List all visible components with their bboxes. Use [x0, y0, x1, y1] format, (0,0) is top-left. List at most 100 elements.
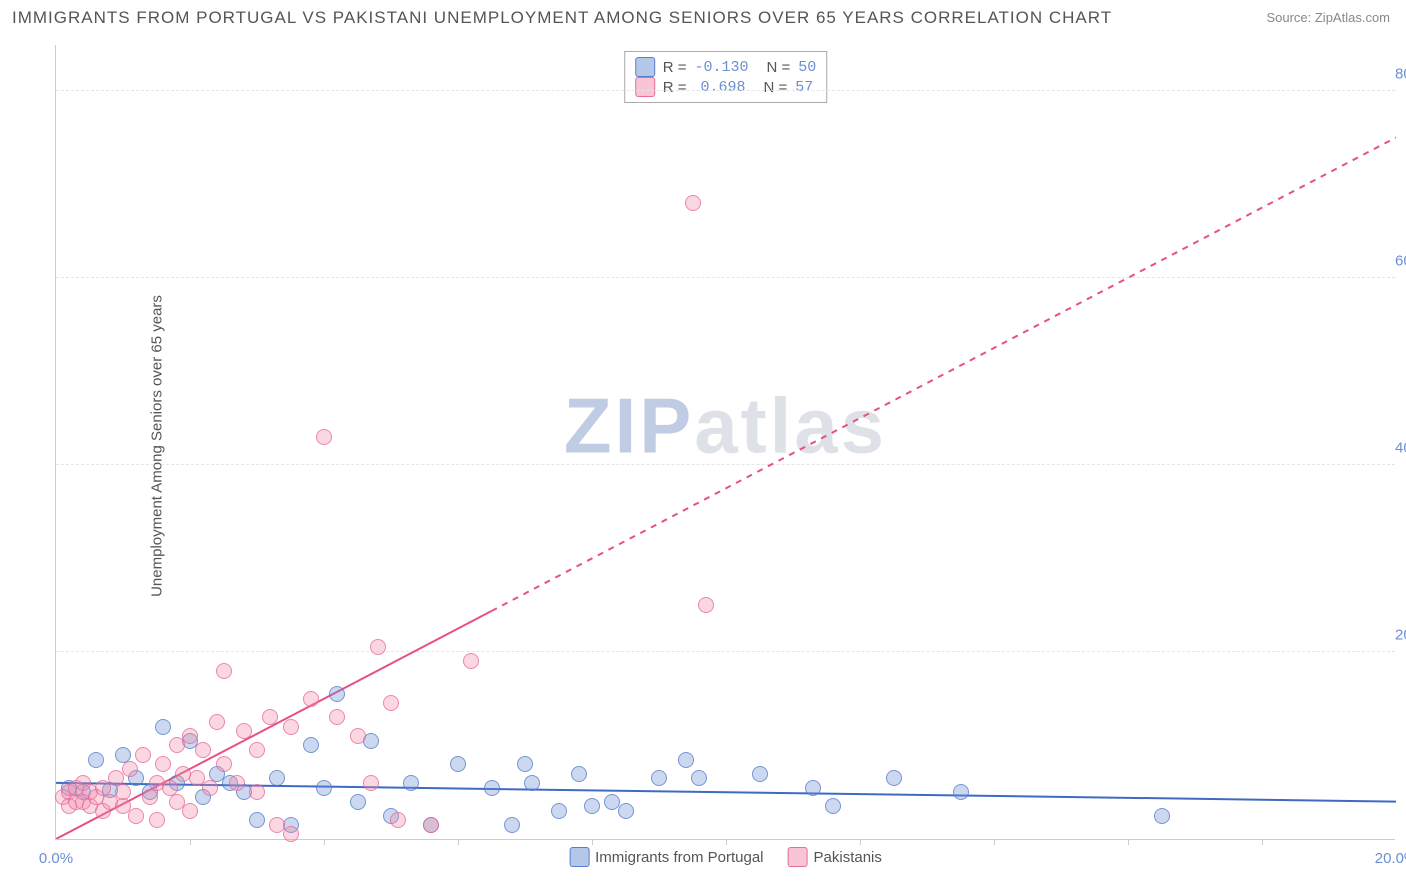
data-point-portugal — [584, 798, 600, 814]
data-point-pakistanis — [216, 663, 232, 679]
swatch-pink — [635, 77, 655, 97]
data-point-portugal — [484, 780, 500, 796]
xtick — [726, 839, 727, 845]
series-legend: Immigrants from Portugal Pakistanis — [569, 847, 882, 867]
data-point-portugal — [1154, 808, 1170, 824]
data-point-pakistanis — [698, 597, 714, 613]
data-point-pakistanis — [249, 784, 265, 800]
ytick-label: 20.0% — [1395, 626, 1406, 643]
data-point-portugal — [953, 784, 969, 800]
gridline — [56, 90, 1395, 91]
trend-lines — [56, 44, 1396, 839]
data-point-pakistanis — [685, 195, 701, 211]
r-label: R = — [663, 59, 687, 76]
data-point-pakistanis — [135, 747, 151, 763]
n-value-portugal: 50 — [798, 59, 816, 76]
xtick — [324, 839, 325, 845]
swatch-pink — [788, 847, 808, 867]
legend-label-portugal: Immigrants from Portugal — [595, 849, 763, 866]
xtick — [860, 839, 861, 845]
data-point-pakistanis — [236, 723, 252, 739]
ytick-label: 60.0% — [1395, 252, 1406, 269]
data-point-pakistanis — [216, 756, 232, 772]
r-value-portugal: -0.130 — [694, 59, 748, 76]
data-point-pakistanis — [229, 775, 245, 791]
data-point-portugal — [88, 752, 104, 768]
n-label: N = — [767, 59, 791, 76]
xtick — [190, 839, 191, 845]
swatch-blue — [635, 57, 655, 77]
legend-row-portugal: R = -0.130 N = 50 — [635, 57, 817, 77]
data-point-pakistanis — [329, 709, 345, 725]
data-point-portugal — [155, 719, 171, 735]
xtick-label: 0.0% — [39, 850, 73, 867]
r-label: R = — [663, 79, 687, 96]
data-point-portugal — [618, 803, 634, 819]
data-point-pakistanis — [115, 784, 131, 800]
ytick-label: 40.0% — [1395, 439, 1406, 456]
data-point-pakistanis — [463, 653, 479, 669]
data-point-pakistanis — [182, 803, 198, 819]
n-value-pakistanis: 57 — [795, 79, 813, 96]
data-point-pakistanis — [142, 789, 158, 805]
data-point-portugal — [752, 766, 768, 782]
data-point-portugal — [825, 798, 841, 814]
data-point-portugal — [403, 775, 419, 791]
data-point-portugal — [329, 686, 345, 702]
watermark: ZIPatlas — [564, 381, 887, 472]
legend-item-pakistanis: Pakistanis — [788, 847, 882, 867]
legend-label-pakistanis: Pakistanis — [814, 849, 882, 866]
data-point-portugal — [524, 775, 540, 791]
gridline — [56, 464, 1395, 465]
data-point-pakistanis — [390, 812, 406, 828]
xtick — [1128, 839, 1129, 845]
data-point-portugal — [571, 766, 587, 782]
data-point-portugal — [504, 817, 520, 833]
data-point-pakistanis — [209, 714, 225, 730]
data-point-portugal — [551, 803, 567, 819]
data-point-portugal — [269, 770, 285, 786]
data-point-portugal — [651, 770, 667, 786]
xtick — [458, 839, 459, 845]
xtick — [994, 839, 995, 845]
gridline — [56, 651, 1395, 652]
data-point-pakistanis — [128, 808, 144, 824]
data-point-pakistanis — [182, 728, 198, 744]
gridline — [56, 277, 1395, 278]
chart-title: IMMIGRANTS FROM PORTUGAL VS PAKISTANI UN… — [12, 8, 1112, 28]
swatch-blue — [569, 847, 589, 867]
data-point-pakistanis — [202, 780, 218, 796]
xtick — [592, 839, 593, 845]
data-point-portugal — [805, 780, 821, 796]
data-point-pakistanis — [155, 756, 171, 772]
data-point-portugal — [316, 780, 332, 796]
data-point-portugal — [678, 752, 694, 768]
scatter-plot-area: ZIPatlas R = -0.130 N = 50 R = 0.698 N =… — [55, 45, 1395, 840]
data-point-pakistanis — [316, 429, 332, 445]
ytick-label: 80.0% — [1395, 65, 1406, 82]
correlation-legend: R = -0.130 N = 50 R = 0.698 N = 57 — [624, 51, 828, 103]
data-point-pakistanis — [262, 709, 278, 725]
xtick-label: 20.0% — [1375, 850, 1406, 867]
data-point-portugal — [517, 756, 533, 772]
data-point-pakistanis — [249, 742, 265, 758]
data-point-pakistanis — [370, 639, 386, 655]
data-point-pakistanis — [283, 719, 299, 735]
xtick — [1262, 839, 1263, 845]
data-point-portugal — [691, 770, 707, 786]
data-point-portugal — [450, 756, 466, 772]
data-point-portugal — [249, 812, 265, 828]
data-point-portugal — [886, 770, 902, 786]
data-point-pakistanis — [283, 826, 299, 842]
data-point-pakistanis — [149, 812, 165, 828]
data-point-pakistanis — [195, 742, 211, 758]
n-label: N = — [764, 79, 788, 96]
legend-row-pakistanis: R = 0.698 N = 57 — [635, 77, 817, 97]
legend-item-portugal: Immigrants from Portugal — [569, 847, 763, 867]
data-point-pakistanis — [423, 817, 439, 833]
data-point-pakistanis — [383, 695, 399, 711]
data-point-pakistanis — [363, 775, 379, 791]
data-point-portugal — [303, 737, 319, 753]
data-point-pakistanis — [350, 728, 366, 744]
source-attribution: Source: ZipAtlas.com — [1266, 10, 1390, 25]
